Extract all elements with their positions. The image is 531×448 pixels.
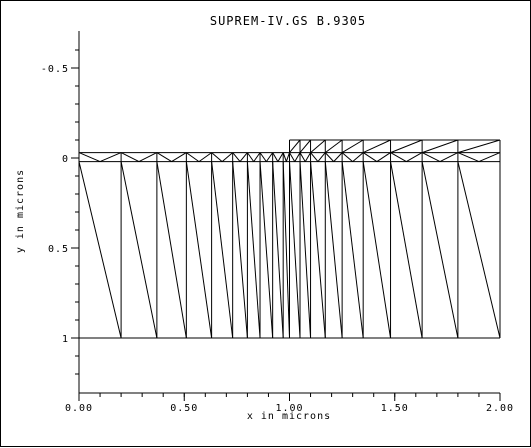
- mesh-diagonal: [211, 161, 234, 339]
- oxide-diagonal: [289, 139, 301, 153]
- oxide-diagonal: [310, 139, 326, 153]
- mesh-diagonal: [285, 152, 290, 162]
- mesh-diagonal: [362, 161, 392, 339]
- mesh-diagonal: [406, 152, 423, 163]
- x-tick-label: 1.00: [275, 403, 303, 414]
- mesh: [78, 139, 501, 339]
- oxide-diagonal: [299, 139, 311, 153]
- mesh-diagonal: [299, 152, 306, 162]
- mesh-diagonal: [324, 161, 343, 339]
- mesh-diagonal: [138, 152, 158, 163]
- mesh-diagonal: [246, 161, 261, 339]
- mesh-diagonal: [272, 152, 279, 162]
- mesh-diagonal: [310, 152, 319, 162]
- mesh-diagonal: [289, 161, 301, 339]
- mesh-diagonal: [421, 152, 441, 163]
- mesh-diagonal: [289, 152, 296, 162]
- mesh-diagonal: [232, 152, 241, 162]
- mesh-diagonal: [211, 152, 223, 162]
- mesh-diagonal: [99, 152, 122, 163]
- axes: 0.00 0.50 1.00 1.50 2.00 -0.5 0 0.5 1: [41, 31, 514, 414]
- mesh-diagonal: [171, 152, 187, 163]
- mesh-diagonal: [341, 152, 353, 162]
- y-tick-label: 1: [62, 334, 69, 345]
- mesh-diagonal: [78, 152, 101, 163]
- mesh-diagonal: [317, 152, 326, 162]
- y-axis-label: y in microns: [15, 169, 26, 253]
- chart-title: SUPREM-IV.GS B.9305: [210, 14, 366, 28]
- mesh-diagonal: [156, 152, 172, 163]
- y-tick-label: -0.5: [41, 64, 69, 75]
- x-tick-label: 0.00: [65, 403, 93, 414]
- mesh-diagonal: [439, 152, 459, 163]
- mesh-diagonal: [333, 152, 343, 162]
- mesh-diagonal: [478, 152, 501, 163]
- x-tick-label: 0.50: [170, 403, 198, 414]
- oxide-diagonal: [324, 139, 343, 154]
- mesh-diagonal: [198, 152, 212, 163]
- mesh-diagonal: [186, 152, 200, 163]
- oxide-diagonal: [362, 139, 391, 154]
- mesh-diagonal: [376, 152, 391, 163]
- mesh-diagonal: [310, 161, 326, 339]
- mesh-diagonal: [120, 152, 140, 163]
- mesh-diagonal: [299, 161, 312, 339]
- mesh-diagonal: [341, 161, 364, 339]
- oxide-diagonal: [457, 139, 501, 154]
- mesh-diagonal: [324, 152, 335, 162]
- mesh-diagonal: [352, 152, 364, 162]
- x-axis-label: x in microns: [247, 411, 331, 422]
- y-tick-label: 0: [62, 154, 69, 165]
- mesh-diagonal: [259, 161, 274, 339]
- mesh-diagonal: [294, 152, 301, 162]
- mesh-diagonal: [239, 152, 248, 162]
- oxide-diagonal: [421, 139, 459, 154]
- x-tick-label: 1.50: [381, 403, 409, 414]
- y-tick-label: 0.5: [48, 244, 69, 255]
- mesh-diagonal: [120, 161, 158, 339]
- mesh-diagonal: [259, 152, 267, 162]
- mesh-diagonal: [246, 152, 255, 162]
- mesh-diagonal: [457, 152, 480, 163]
- mesh-diagonal: [421, 161, 459, 339]
- mesh-diagonal: [78, 161, 122, 339]
- mesh-diagonal: [232, 161, 248, 339]
- mesh-diagonal: [457, 161, 501, 339]
- mesh-diagonal: [221, 152, 233, 162]
- mesh-diagonal: [282, 161, 290, 339]
- mesh-diagonal: [272, 161, 284, 339]
- mesh-diagonal: [265, 152, 274, 162]
- mesh-diagonal: [390, 161, 423, 339]
- oxide-diagonal: [341, 139, 364, 154]
- mesh-diagonal: [253, 152, 261, 162]
- mesh-diagonal: [282, 152, 287, 162]
- mesh-diagonal: [304, 152, 311, 162]
- mesh-diagonal: [185, 161, 213, 339]
- mesh-diagonal: [390, 152, 407, 163]
- mesh-diagonal: [156, 161, 187, 339]
- mesh-diagonal: [362, 152, 378, 163]
- oxide-diagonal: [390, 139, 423, 154]
- mesh-diagonal: [277, 152, 284, 162]
- x-tick-label: 2.00: [486, 403, 514, 414]
